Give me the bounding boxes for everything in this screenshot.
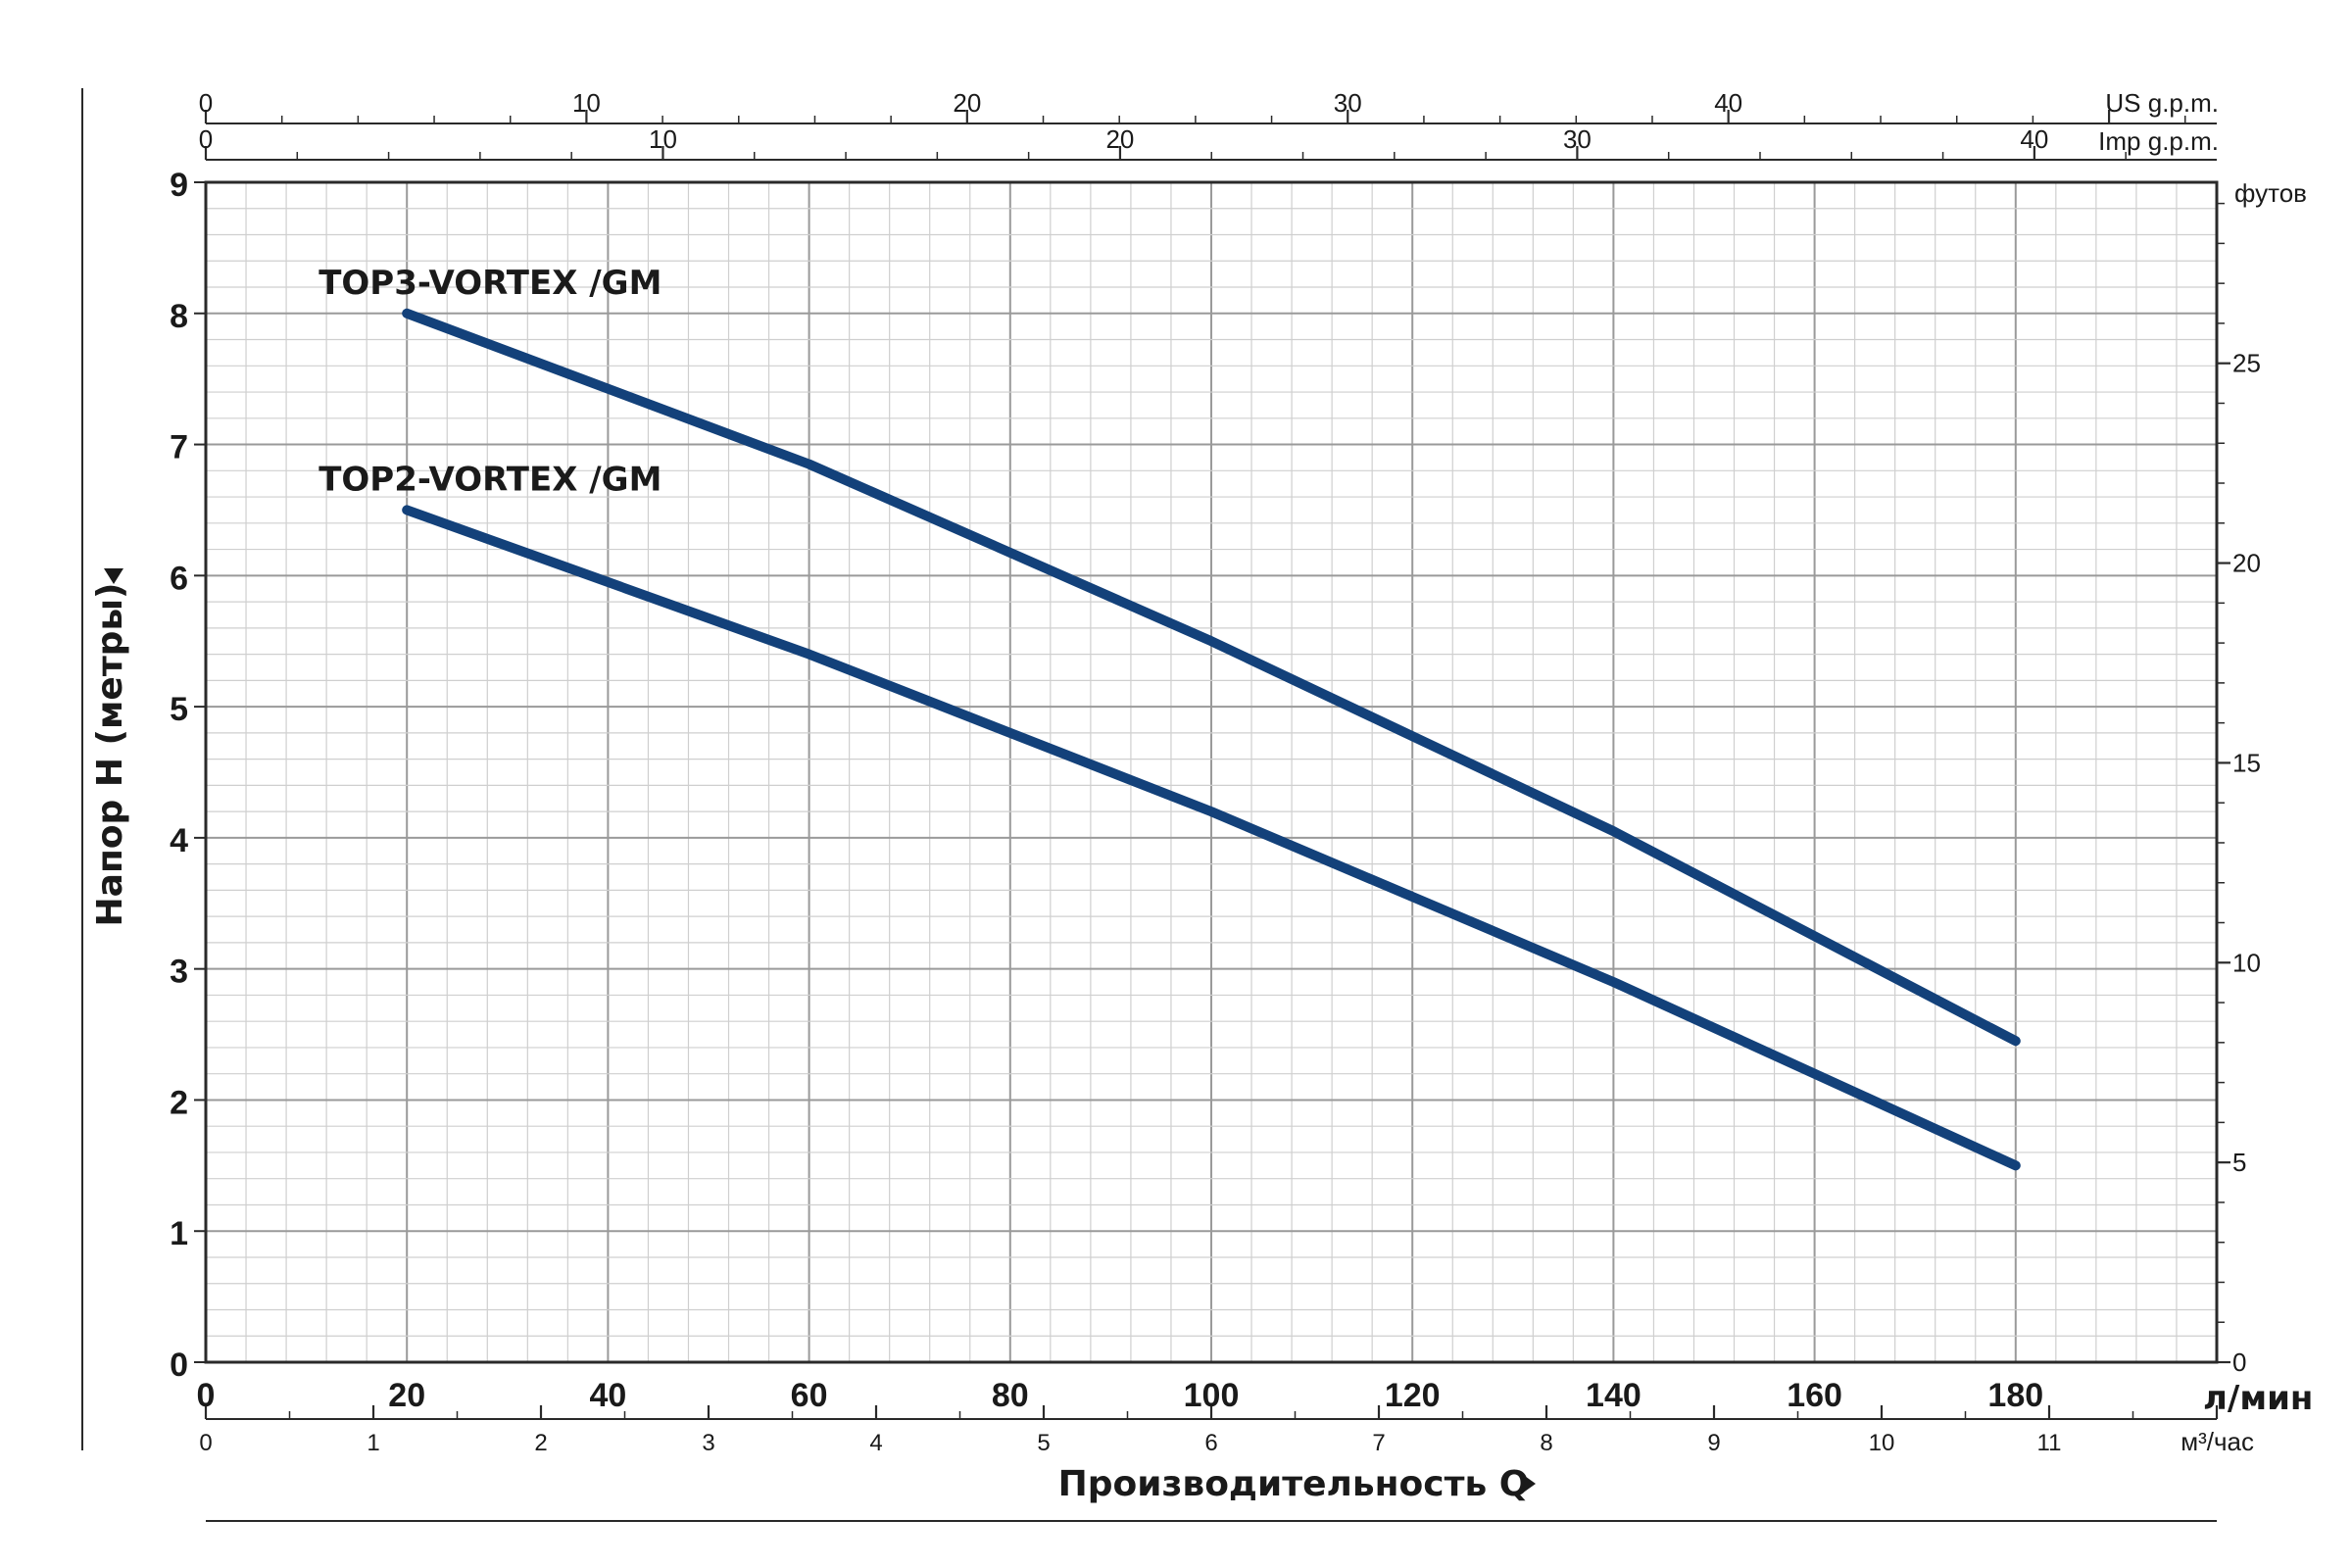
series-point xyxy=(2014,1164,2017,1167)
m3h-tick-label: 9 xyxy=(1707,1430,1720,1456)
us-gpm-tick-label: 30 xyxy=(1334,88,1362,118)
m3h-tick-label: 11 xyxy=(2037,1430,2062,1456)
series-label-2: TOP2-VORTEX /GM xyxy=(318,460,662,499)
y-tick-label: 8 xyxy=(170,298,188,335)
series-point xyxy=(1210,810,1212,813)
y-tick-label: 9 xyxy=(170,167,188,204)
y-tick-label: 6 xyxy=(170,560,188,597)
us-gpm-tick-label: 40 xyxy=(1714,88,1742,118)
y-axis-arrow-icon xyxy=(104,568,123,584)
x-tick-label: 100 xyxy=(1184,1377,1240,1414)
x-tick-label: 140 xyxy=(1586,1377,1642,1414)
series-label-1: TOP3-VORTEX /GM xyxy=(318,264,662,303)
m3h-tick-label: 2 xyxy=(534,1430,547,1456)
feet-tick-label: 5 xyxy=(2232,1148,2246,1177)
m3h-tick-label: 1 xyxy=(367,1430,379,1456)
y-tick-label: 1 xyxy=(170,1215,188,1252)
m3h-tick-label: 4 xyxy=(869,1430,882,1456)
series-point xyxy=(406,509,409,512)
x-tick-label: 120 xyxy=(1385,1377,1441,1414)
x-unit-label: л/мин xyxy=(2203,1379,2313,1418)
x-tick-label: 20 xyxy=(388,1377,425,1414)
x-tick-label: 180 xyxy=(1987,1377,2043,1414)
m3h-tick-label: 3 xyxy=(702,1430,714,1456)
feet-unit-label: футов xyxy=(2234,178,2307,208)
feet-tick-label: 15 xyxy=(2232,748,2261,777)
series-point xyxy=(808,653,810,656)
feet-tick-label: 20 xyxy=(2232,549,2261,578)
us-gpm-tick-label: 0 xyxy=(199,88,213,118)
x-tick-label: 160 xyxy=(1787,1377,1842,1414)
feet-tick-label: 25 xyxy=(2232,349,2261,378)
imp-gpm-tick-label: 0 xyxy=(199,124,213,154)
series-point xyxy=(406,312,409,315)
series-point xyxy=(1612,981,1615,984)
y-tick-label: 3 xyxy=(170,954,188,991)
x-tick-label: 80 xyxy=(992,1377,1029,1414)
series-group xyxy=(402,308,2021,1171)
m3h-tick-label: 10 xyxy=(1869,1430,1895,1456)
m3h-tick-label: 5 xyxy=(1037,1430,1050,1456)
series-point xyxy=(1612,830,1615,833)
m3h-tick-label: 0 xyxy=(199,1430,212,1456)
y-tick-label: 2 xyxy=(170,1084,188,1121)
axes xyxy=(81,88,2230,1522)
m3h-tick-label: 6 xyxy=(1204,1430,1217,1456)
y-tick-label: 5 xyxy=(170,691,188,728)
y-axis-title: Напор H (метры) xyxy=(90,583,130,927)
m3h-tick-label: 7 xyxy=(1372,1430,1385,1456)
x-tick-label: 60 xyxy=(791,1377,828,1414)
series-point xyxy=(1210,640,1212,643)
imp-gpm-tick-label: 30 xyxy=(1563,124,1592,154)
series-point xyxy=(808,463,810,466)
us-gpm-tick-label: 20 xyxy=(953,88,981,118)
plot-frame xyxy=(204,180,2219,1364)
us-gpm-tick-label: 10 xyxy=(572,88,601,118)
x-axis-arrow-icon xyxy=(1522,1474,1536,1494)
series-point xyxy=(2014,1040,2017,1043)
m3h-unit-label: м³/час xyxy=(2180,1427,2254,1456)
us-gpm-unit-label: US g.p.m. xyxy=(2105,88,2219,118)
imp-gpm-unit-label: Imp g.p.m. xyxy=(2098,126,2219,156)
imp-gpm-tick-label: 20 xyxy=(1105,124,1134,154)
y-tick-label: 4 xyxy=(170,822,188,859)
x-tick-label: 40 xyxy=(589,1377,626,1414)
x-axis-title: Производительность Q xyxy=(1058,1464,1530,1504)
m3h-tick-label: 8 xyxy=(1540,1430,1552,1456)
feet-tick-label: 0 xyxy=(2232,1348,2246,1377)
grid xyxy=(205,181,2218,1363)
y-tick-label: 7 xyxy=(170,429,188,466)
imp-gpm-tick-label: 10 xyxy=(649,124,677,154)
imp-gpm-tick-label: 40 xyxy=(2020,124,2048,154)
y-tick-label: 0 xyxy=(170,1347,188,1384)
x-tick-label: 0 xyxy=(197,1377,216,1414)
feet-tick-label: 10 xyxy=(2232,948,2261,977)
